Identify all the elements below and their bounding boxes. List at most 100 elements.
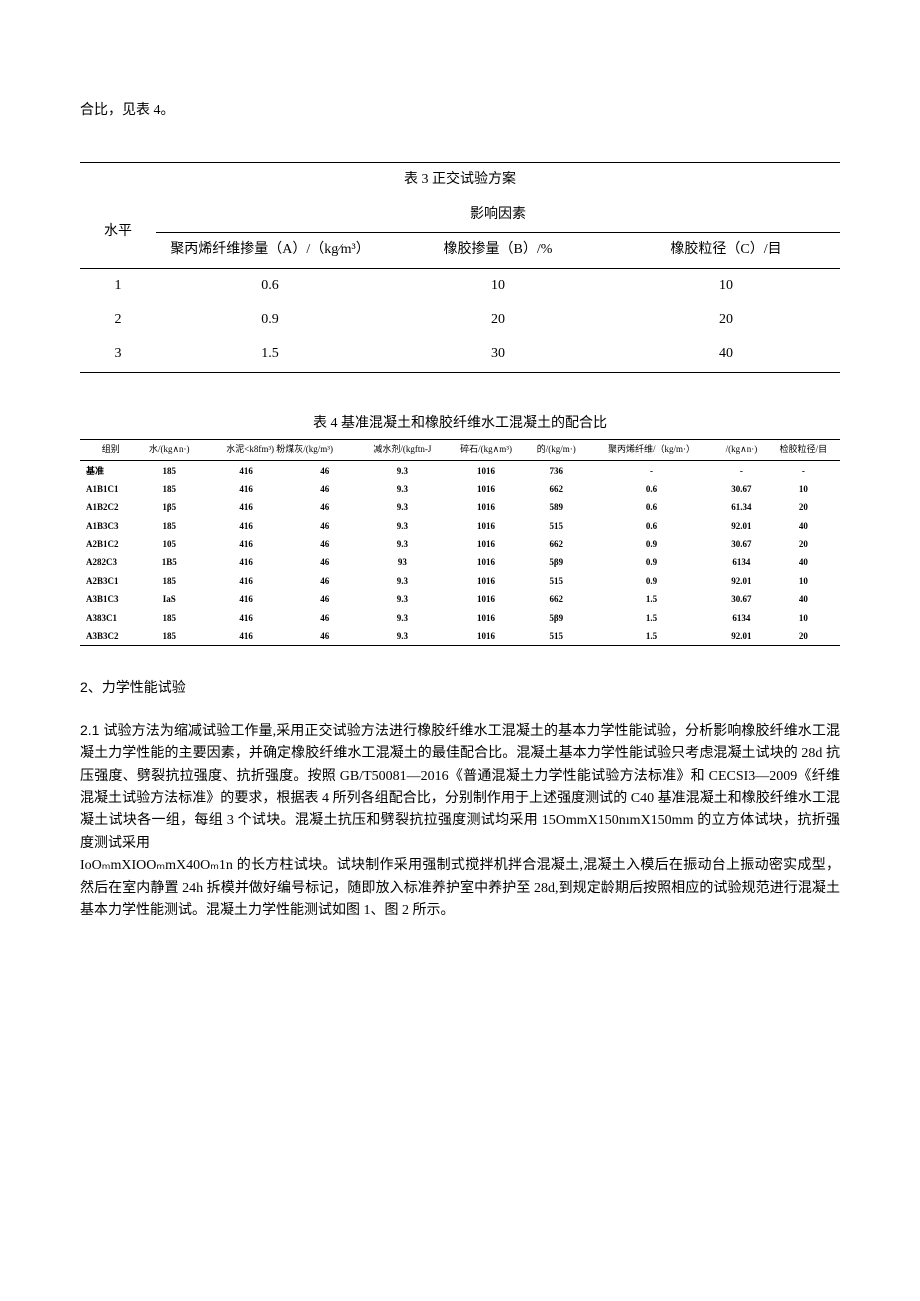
table4-row: A1B3C3185416469.310165150.692.0140: [80, 517, 840, 535]
cell: 9.3: [358, 480, 446, 498]
cell: A3B3C2: [80, 627, 138, 646]
cell: A282C3: [80, 553, 138, 571]
col: /(kg∧n·): [716, 440, 767, 460]
cell: 40: [767, 517, 840, 535]
cell: A2B3C1: [80, 572, 138, 590]
cell: 92.01: [716, 517, 767, 535]
cell: 416: [201, 572, 291, 590]
table4-row: A3B3C2185416469.310165151.592.0120: [80, 627, 840, 646]
table4-row: 基准185416469.31016736---: [80, 460, 840, 480]
cell: 40: [767, 553, 840, 571]
cell: 61.34: [716, 498, 767, 516]
cell: 46: [291, 498, 358, 516]
cell: 1.5: [156, 337, 384, 372]
cell: 46: [291, 460, 358, 480]
cell: 185: [138, 517, 201, 535]
cell: 9.3: [358, 609, 446, 627]
col: 水/(kg∧n·): [138, 440, 201, 460]
cell: A1B3C3: [80, 517, 138, 535]
cell: 9.3: [358, 572, 446, 590]
cell: 30.67: [716, 535, 767, 553]
cell: 46: [291, 535, 358, 553]
table3-row: 1 0.6 10 10: [80, 268, 840, 303]
cell: A2B1C2: [80, 535, 138, 553]
cell: 46: [291, 480, 358, 498]
cell: 662: [526, 480, 587, 498]
table3-level-label: 水平: [80, 198, 156, 268]
cell: 736: [526, 460, 587, 480]
cell: 3: [80, 337, 156, 372]
cell: 46: [291, 609, 358, 627]
col: 检胶粒径/目: [767, 440, 840, 460]
cell: 105: [138, 535, 201, 553]
table4-row: A3B1C3IaS416469.310166621.530.6740: [80, 590, 840, 608]
cell: 515: [526, 627, 587, 646]
cell: 9.3: [358, 590, 446, 608]
cell: 1016: [446, 480, 525, 498]
cell: 9.3: [358, 498, 446, 516]
table3-row: 2 0.9 20 20: [80, 303, 840, 337]
cell: 1.5: [587, 627, 716, 646]
cell: 10: [767, 572, 840, 590]
cell: 1016: [446, 572, 525, 590]
cell: 1016: [446, 553, 525, 571]
cell: 20: [767, 627, 840, 646]
cell: 1β5: [138, 498, 201, 516]
cell: 0.9: [156, 303, 384, 337]
cell: 10: [767, 480, 840, 498]
col: 的/(kg/m·): [526, 440, 587, 460]
cell: 416: [201, 517, 291, 535]
cell: 515: [526, 572, 587, 590]
cell: 1016: [446, 517, 525, 535]
cell: A383C1: [80, 609, 138, 627]
cell: 30: [384, 337, 612, 372]
cell: 589: [526, 498, 587, 516]
cell: 20: [767, 535, 840, 553]
cell: 416: [201, 627, 291, 646]
cell: 46: [291, 517, 358, 535]
cell: 0.6: [587, 480, 716, 498]
cell: 9.3: [358, 535, 446, 553]
section-title: 2、力学性能试验: [80, 676, 840, 698]
cell: 662: [526, 535, 587, 553]
cell: 416: [201, 553, 291, 571]
cell: 30.67: [716, 480, 767, 498]
table4-row: A282C31B5416469310165β90.9613440: [80, 553, 840, 571]
cell: 416: [201, 480, 291, 498]
table4-row: A1B1C1185416469.310166620.630.6710: [80, 480, 840, 498]
table4-row: A383C1185416469.310165β91.5613410: [80, 609, 840, 627]
cell: 20: [767, 498, 840, 516]
cell: 20: [612, 303, 840, 337]
cell: 9.3: [358, 460, 446, 480]
body-paragraph-2: IoOₘmXIOOₘmX40Oₘ1n 的长方柱试块。试块制作采用强制式搅拌机拌合…: [80, 855, 840, 922]
cell: A1B2C2: [80, 498, 138, 516]
cell: 185: [138, 627, 201, 646]
cell: 93: [358, 553, 446, 571]
col: 减水剂/(kgftn-J: [358, 440, 446, 460]
cell: -: [587, 460, 716, 480]
cell: 46: [291, 627, 358, 646]
cell: 9.3: [358, 627, 446, 646]
body-paragraph-1: 2.1 试验方法为缩减试验工作量,采用正交试验方法进行橡胶纤维水工混凝土的基本力…: [80, 719, 840, 855]
cell: 1016: [446, 460, 525, 480]
cell: 10: [612, 268, 840, 303]
cell: 6134: [716, 609, 767, 627]
cell: 185: [138, 480, 201, 498]
cell: 0.9: [587, 535, 716, 553]
col: 水泥<k8fm³) 粉煤灰/(kg/m³): [201, 440, 358, 460]
cell: 416: [201, 590, 291, 608]
cell: 92.01: [716, 627, 767, 646]
table3-factor-c: 橡胶粒径（C）/目: [612, 233, 840, 268]
cell: 46: [291, 572, 358, 590]
cell: 1016: [446, 498, 525, 516]
cell: 1.5: [587, 609, 716, 627]
cell: 46: [291, 553, 358, 571]
cell: 20: [384, 303, 612, 337]
cell: 92.01: [716, 572, 767, 590]
cell: A1B1C1: [80, 480, 138, 498]
cell: -: [767, 460, 840, 480]
table3: 表 3 正交试验方案 水平 影响因素 聚丙烯纤维掺量（A）/（kg∕m³） 橡胶…: [80, 162, 840, 372]
col: 碎石/(kg∧m³): [446, 440, 525, 460]
cell: 662: [526, 590, 587, 608]
cell: 0.9: [587, 553, 716, 571]
